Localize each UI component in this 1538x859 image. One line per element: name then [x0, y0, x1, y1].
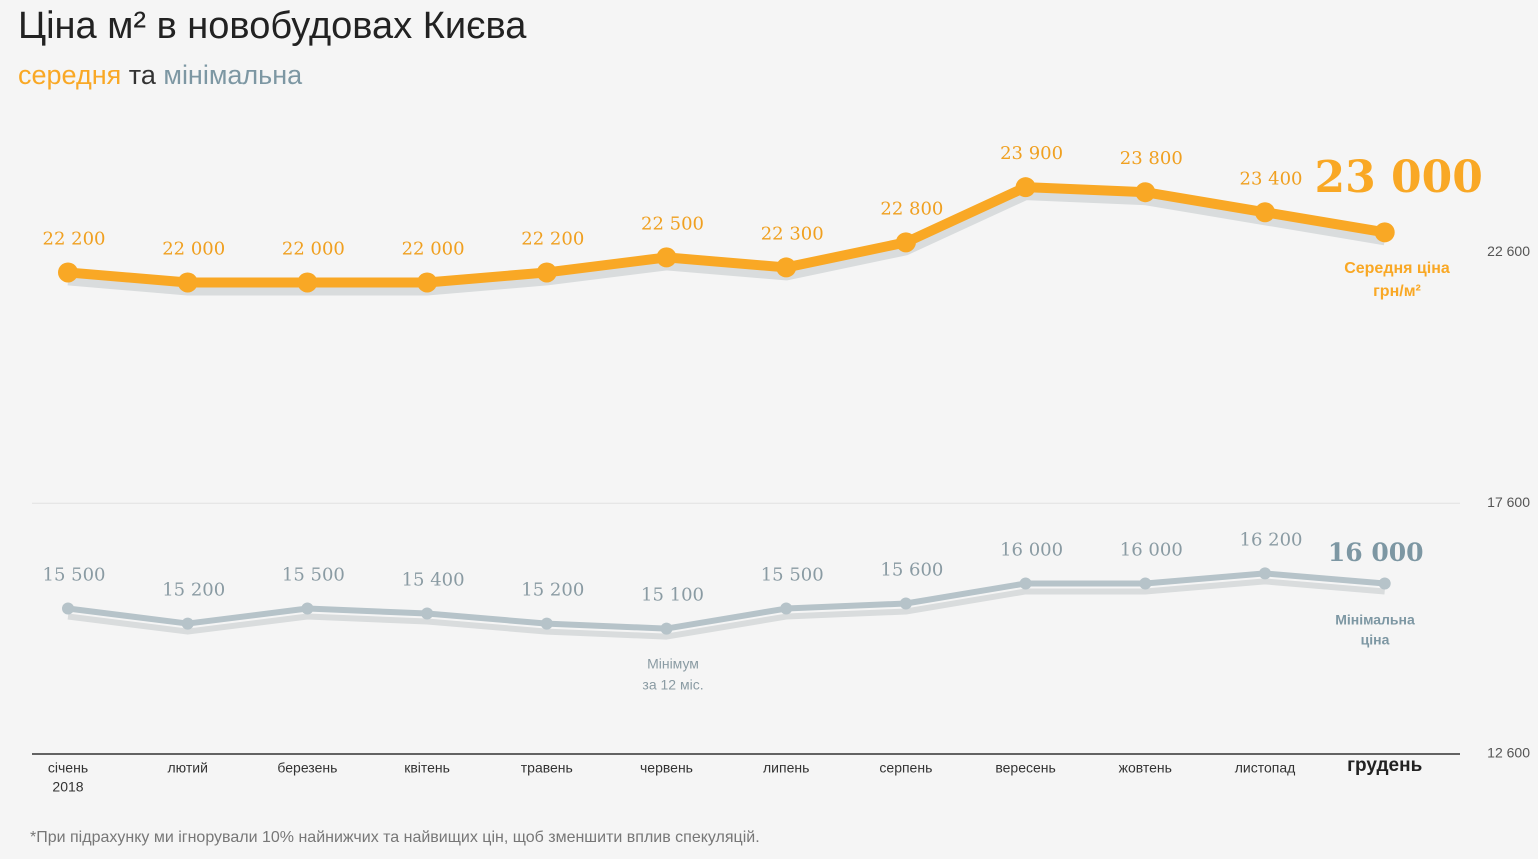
point	[1374, 222, 1395, 243]
point	[1139, 577, 1152, 590]
value-label: 22 500	[641, 213, 704, 234]
min-label: Мінімальна	[1335, 612, 1415, 628]
value-label: 16 000	[1120, 539, 1183, 560]
y-tick-label: 17 600	[1487, 494, 1530, 510]
line	[67, 570, 1385, 632]
point	[301, 602, 314, 615]
avg-label: Середня ціна	[1344, 260, 1450, 277]
value-label: 22 200	[521, 228, 584, 249]
x-tick-label: грудень	[1347, 755, 1422, 776]
value-label: 22 000	[162, 238, 225, 259]
value-label: 22 000	[402, 238, 465, 259]
min-label: ціна	[1361, 632, 1390, 648]
value-label: 15 200	[521, 580, 584, 601]
min-note: за 12 міс.	[642, 677, 703, 693]
value-label: 23 900	[1000, 143, 1063, 164]
point	[1135, 182, 1156, 203]
x-year-label: 2018	[52, 779, 83, 795]
value-label-highlight: 23 000	[1314, 152, 1482, 203]
footnote: *При підрахунку ми ігнорували 10% найниж…	[30, 829, 760, 846]
point	[895, 232, 916, 253]
point	[776, 257, 797, 278]
x-tick-label: червень	[640, 760, 693, 776]
point	[177, 272, 198, 293]
x-tick-label: квітень	[404, 760, 450, 776]
line-shadow	[67, 578, 1385, 640]
value-label: 15 500	[43, 565, 106, 586]
x-tick-label: серпень	[879, 760, 932, 776]
x-tick-label: лютий	[167, 760, 207, 776]
x-tick-label: травень	[521, 760, 573, 776]
point	[62, 602, 74, 615]
value-label: 16 200	[1240, 529, 1303, 550]
value-label: 15 100	[641, 585, 704, 606]
x-tick-label: вересень	[995, 760, 1055, 776]
value-label: 15 500	[761, 565, 824, 586]
value-label: 15 200	[162, 580, 225, 601]
value-label: 23 800	[1120, 148, 1183, 169]
point	[1015, 177, 1036, 198]
value-label-highlight: 16 000	[1328, 538, 1424, 567]
point	[181, 617, 194, 630]
value-label: 23 400	[1240, 168, 1303, 189]
value-label: 15 500	[282, 565, 345, 586]
y-tick-label: 22 600	[1487, 243, 1530, 259]
value-label: 22 200	[43, 228, 106, 249]
x-tick-label: липень	[763, 760, 809, 776]
chart-title: Ціна м² в новобудовах Києва	[18, 5, 527, 47]
subtitle-min: мінімальна	[163, 60, 303, 90]
point	[540, 617, 553, 630]
x-tick-label: січень	[48, 760, 88, 776]
point	[421, 607, 434, 620]
value-label: 22 000	[282, 238, 345, 259]
avg-label: грн/м²	[1373, 283, 1421, 300]
x-tick-label: жовтень	[1119, 760, 1172, 776]
line-shadow	[67, 190, 1386, 296]
point	[899, 597, 912, 610]
point	[536, 262, 557, 283]
value-label: 15 400	[402, 570, 465, 591]
x-tick-label: листопад	[1235, 760, 1296, 776]
point	[780, 602, 793, 615]
value-label: 15 600	[880, 560, 943, 581]
value-label: 22 800	[880, 198, 943, 219]
chart-subtitle: середня та мінімальна	[18, 60, 303, 90]
point	[1259, 567, 1271, 580]
min-note: Мінімум	[647, 656, 699, 672]
point	[1255, 202, 1275, 223]
point	[660, 622, 673, 635]
y-tick-label: 12 600	[1487, 745, 1530, 761]
point	[1019, 577, 1032, 590]
point	[1378, 577, 1391, 590]
subtitle-and: та	[129, 60, 157, 90]
point	[58, 262, 78, 283]
x-tick-label: березень	[277, 760, 337, 776]
point	[656, 247, 677, 268]
value-label: 16 000	[1000, 539, 1063, 560]
point	[417, 272, 438, 293]
line	[67, 182, 1386, 288]
point	[297, 272, 318, 293]
value-label: 22 300	[761, 223, 824, 244]
subtitle-avg: середня	[18, 60, 121, 90]
